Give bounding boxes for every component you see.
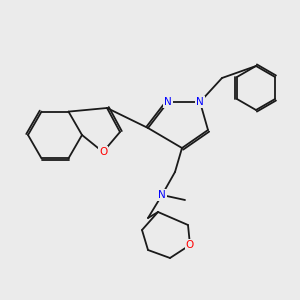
Text: N: N	[196, 97, 204, 107]
Text: N: N	[164, 97, 172, 107]
Text: O: O	[186, 240, 194, 250]
Text: O: O	[99, 147, 107, 157]
Text: N: N	[158, 190, 166, 200]
